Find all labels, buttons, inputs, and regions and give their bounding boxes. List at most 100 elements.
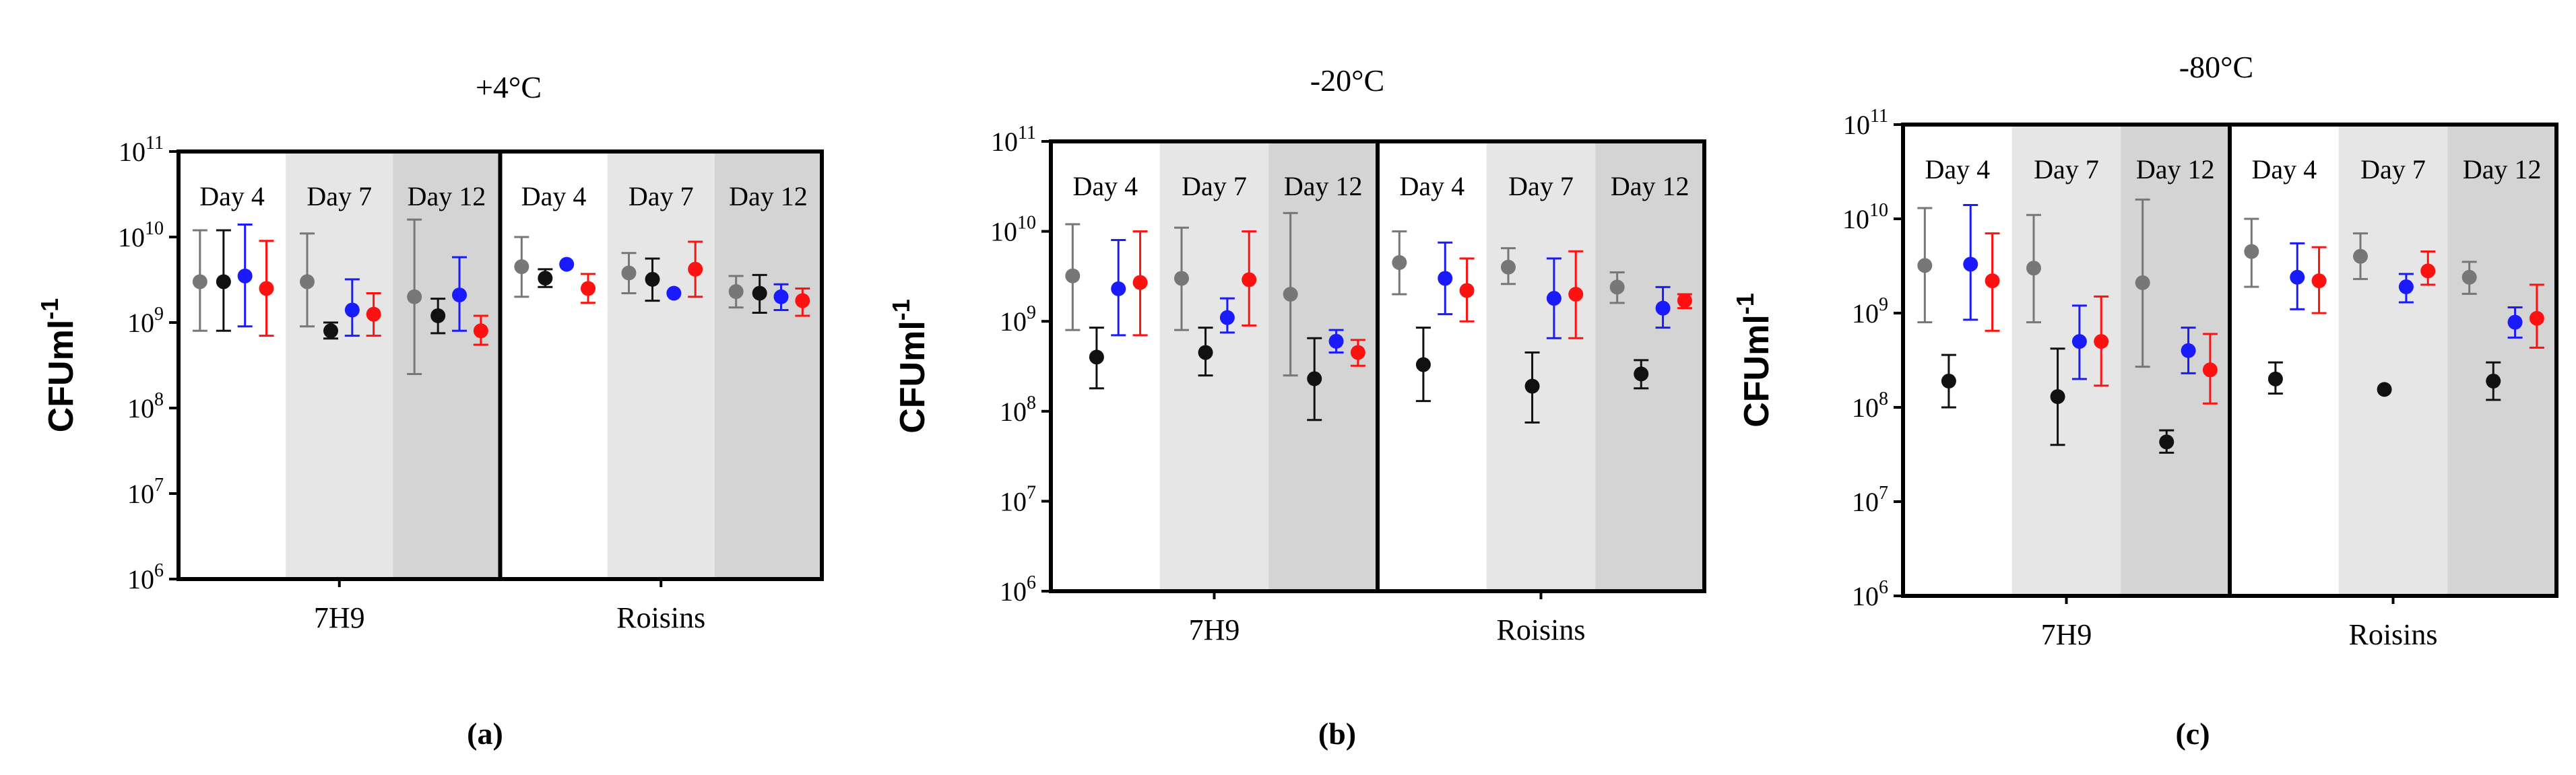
data-point-grey (300, 232, 315, 328)
day-label: Day 4 (1925, 154, 1991, 184)
y-tick-label: 1011 (1843, 106, 1888, 140)
marker (1392, 255, 1407, 270)
marker (2244, 244, 2259, 259)
marker (514, 259, 529, 275)
y-tick-label: 107 (1000, 482, 1036, 516)
marker (728, 284, 744, 300)
data-point-black (1307, 337, 1322, 422)
data-point-red (2529, 283, 2544, 349)
y-tick-label: 1010 (990, 213, 1036, 247)
marker (2026, 261, 2041, 276)
marker (1501, 259, 1516, 275)
day-label: Day 4 (199, 181, 265, 211)
marker (645, 271, 660, 287)
data-point-grey (2461, 261, 2477, 295)
marker (407, 289, 422, 304)
day7-band (1486, 141, 1596, 591)
marker (1985, 273, 2000, 289)
data-point-grey (621, 252, 637, 295)
marker (192, 274, 207, 290)
data-point-grey (514, 236, 529, 298)
panel-caption: (b) (1318, 716, 1356, 751)
marker (1174, 271, 1189, 286)
marker (1242, 272, 1257, 288)
marker (581, 281, 596, 296)
marker (2461, 269, 2477, 285)
panel-caption: (a) (467, 716, 503, 751)
data-point-blue (2181, 327, 2196, 374)
data-point-grey (2135, 198, 2150, 368)
panel-3: 106 107 108 109 1010 1011 7H9 Roisins Day 4 Day 7… (1731, 50, 2558, 751)
y-tick-label: 107 (1852, 483, 1888, 517)
group-label: 7H9 (2041, 618, 2092, 651)
marker (1198, 345, 1213, 360)
marker (2290, 269, 2305, 285)
day12-band (2121, 125, 2230, 596)
data-point-blue (1219, 297, 1235, 334)
marker (1568, 286, 1584, 302)
marker (1917, 258, 1933, 273)
panel-title: -20°C (1310, 63, 1384, 98)
data-point-red (1350, 339, 1365, 367)
data-point-black (2159, 429, 2175, 454)
day7-band (607, 151, 715, 579)
day-label: Day 4 (1400, 171, 1465, 201)
data-point-red (473, 314, 488, 346)
marker (795, 293, 810, 308)
marker (1132, 275, 1148, 290)
marker (688, 261, 703, 277)
day7-band (1159, 141, 1269, 591)
data-point-grey (2244, 217, 2259, 288)
marker (1328, 333, 1344, 349)
data-point-black (1415, 327, 1431, 403)
data-point-red (1985, 232, 2000, 332)
marker (2267, 371, 2283, 386)
day-label: Day 12 (2463, 154, 2542, 184)
marker (1350, 345, 1365, 360)
marker (1963, 257, 1978, 272)
marker (452, 288, 468, 303)
data-point-black (430, 298, 446, 335)
marker (1283, 286, 1298, 302)
day12-band (393, 151, 501, 579)
data-point-red (2311, 246, 2327, 314)
data-point-black (2486, 361, 2501, 401)
marker (2486, 373, 2501, 389)
data-point-red (2094, 295, 2109, 387)
marker (2377, 382, 2392, 397)
day-label: Day 7 (307, 181, 372, 211)
marker (344, 302, 360, 318)
marker (216, 274, 231, 290)
day-label: Day 4 (1073, 171, 1138, 201)
marker (1089, 349, 1104, 365)
marker (1655, 300, 1671, 316)
marker (752, 285, 767, 301)
marker (1111, 281, 1126, 296)
day-label: Day 7 (2034, 154, 2099, 184)
data-point-blue (1328, 329, 1344, 354)
panel-2: 106 107 108 109 1010 1011 7H9 Roisins Day 4 Day 7… (887, 63, 1706, 751)
data-point-blue (237, 223, 253, 328)
data-point-black (645, 257, 660, 302)
data-point-blue (1111, 239, 1126, 337)
y-tick-label: 107 (127, 475, 164, 509)
data-point-grey (1917, 207, 1933, 324)
y-tick-label: 108 (1852, 389, 1888, 423)
marker (2420, 263, 2436, 279)
marker (366, 306, 381, 322)
data-point-red (1132, 230, 1148, 337)
data-point-black (2377, 382, 2392, 397)
marker (237, 268, 253, 283)
y-tick-label: 106 (1000, 572, 1036, 607)
y-tick-label: 1010 (1842, 200, 1888, 234)
day-label: Day 7 (1508, 171, 1574, 201)
data-point-red (688, 240, 703, 298)
y-tick-label: 1011 (991, 123, 1036, 157)
day-label: Day 4 (521, 181, 587, 211)
group-label: Roisins (2348, 618, 2437, 651)
data-point-grey (1501, 247, 1516, 285)
data-point-black (1089, 327, 1104, 390)
data-point-grey (1065, 223, 1081, 331)
data-point-black (1634, 359, 1649, 390)
